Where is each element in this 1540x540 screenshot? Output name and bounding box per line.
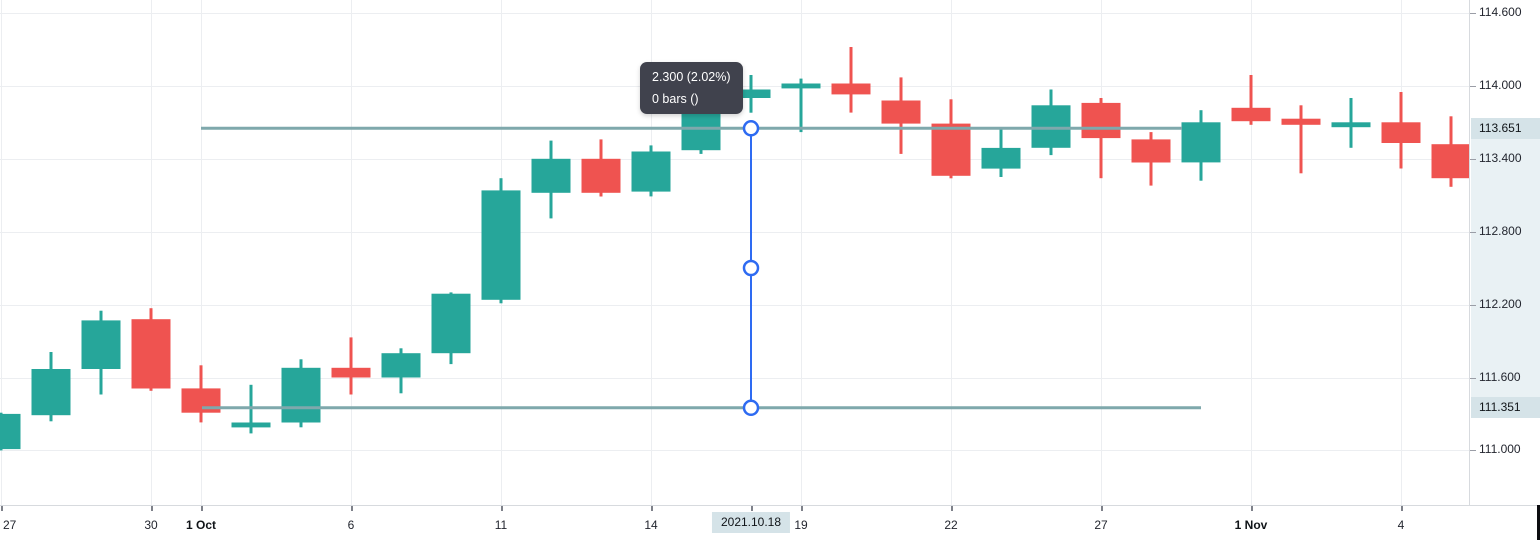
time-tick-label: 4 <box>1397 518 1405 532</box>
price-tick <box>1470 450 1476 451</box>
candle[interactable] <box>0 412 21 451</box>
upper-price-label: 113.651 <box>1471 117 1540 139</box>
candle[interactable] <box>731 75 771 113</box>
time-tick-label: 14 <box>644 518 658 532</box>
measure-date-label: 2021.10.18 <box>711 512 791 533</box>
lower-price-label: 111.351 <box>1471 397 1540 419</box>
time-tick <box>751 506 753 511</box>
time-tick <box>1101 506 1103 511</box>
price-tick <box>1470 305 1476 306</box>
candle[interactable] <box>631 145 671 197</box>
candle[interactable] <box>1281 105 1321 174</box>
price-tick-label: 111.600 <box>1479 370 1521 384</box>
time-tick-label: 27 <box>3 518 17 532</box>
price-tick-label: 111.000 <box>1479 442 1521 456</box>
candle[interactable] <box>1381 92 1421 169</box>
candle[interactable] <box>1331 98 1371 148</box>
candlestick-plot[interactable] <box>0 0 1470 505</box>
candle[interactable] <box>431 292 471 365</box>
candle[interactable] <box>331 337 371 395</box>
candle[interactable] <box>981 128 1021 177</box>
time-tick <box>1401 506 1403 511</box>
candle[interactable] <box>31 352 71 422</box>
time-tick <box>501 506 503 511</box>
candle[interactable] <box>381 348 421 394</box>
measure-range-highlight <box>1471 118 1540 418</box>
candle[interactable] <box>1181 110 1221 181</box>
candle[interactable] <box>1231 75 1271 125</box>
price-tick <box>1470 159 1476 160</box>
candle[interactable] <box>131 308 171 391</box>
measure-anchor[interactable] <box>742 399 760 417</box>
measure-tooltip-bar-count: 0 bars () <box>652 92 699 106</box>
candle[interactable] <box>781 78 821 133</box>
time-tick <box>151 506 153 511</box>
candle[interactable] <box>931 99 971 179</box>
time-tick <box>201 506 203 511</box>
candle[interactable] <box>681 110 721 154</box>
time-tick <box>1251 506 1253 511</box>
time-tick <box>951 506 953 511</box>
time-tick-label: 11 <box>494 518 508 532</box>
time-tick <box>1 506 3 511</box>
candle[interactable] <box>1031 89 1071 156</box>
measure-anchor[interactable] <box>742 259 760 277</box>
measure-tooltip-price-change: 2.300 (2.02%) <box>652 70 731 84</box>
corner-divider <box>1537 505 1540 540</box>
price-tick <box>1470 86 1476 87</box>
candle[interactable] <box>581 139 621 197</box>
candle[interactable] <box>1081 98 1121 179</box>
time-tick-label: 19 <box>794 518 808 532</box>
candle[interactable] <box>281 359 321 428</box>
candle[interactable] <box>531 140 571 219</box>
time-tick <box>351 506 353 511</box>
time-tick-label: 22 <box>944 518 958 532</box>
price-tick-label: 112.200 <box>1479 297 1522 311</box>
time-tick-label: 30 <box>144 518 158 532</box>
time-tick-label: 1 Oct <box>185 518 217 532</box>
candle[interactable] <box>181 365 221 423</box>
price-tick-label: 113.400 <box>1479 151 1522 165</box>
time-tick-label: 1 Nov <box>1234 518 1268 532</box>
candle[interactable] <box>881 77 921 154</box>
measure-tooltip: 2.300 (2.02%) 0 bars () <box>640 62 743 114</box>
price-tick-label: 114.600 <box>1479 5 1522 19</box>
candle[interactable] <box>81 310 121 395</box>
time-tick-label: 6 <box>347 518 355 532</box>
time-tick-label: 27 <box>1094 518 1108 532</box>
candle[interactable] <box>1431 116 1471 187</box>
price-axis[interactable]: 113.651 111.351 114.600 114.000 113.400 112… <box>1469 0 1540 505</box>
measure-anchor[interactable] <box>742 120 760 137</box>
price-tick <box>1470 378 1476 379</box>
price-tick <box>1470 232 1476 233</box>
candle[interactable] <box>481 178 521 304</box>
time-tick <box>801 506 803 511</box>
price-tick-label: 114.000 <box>1479 78 1522 92</box>
price-tick <box>1470 13 1476 14</box>
time-tick <box>651 506 653 511</box>
time-axis[interactable]: 2021.10.18 27 30 1 Oct 6 11 14 19 22 27 1 Nov 4 <box>0 505 1540 540</box>
candle[interactable] <box>831 47 871 113</box>
candle[interactable] <box>1131 132 1171 186</box>
price-tick-label: 112.800 <box>1479 224 1522 238</box>
